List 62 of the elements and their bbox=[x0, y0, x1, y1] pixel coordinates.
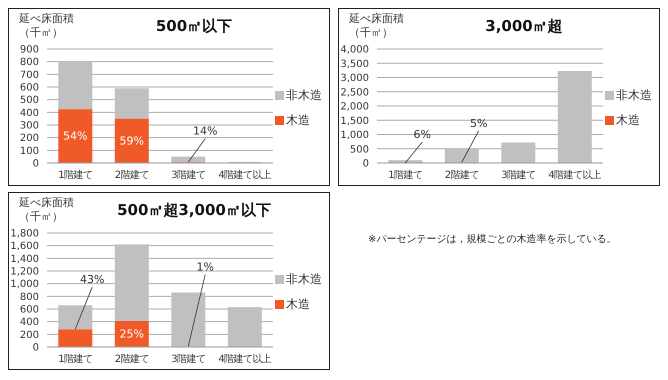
x-tick-label: 4階建て以上 bbox=[548, 169, 602, 182]
y-tick-label: 800 bbox=[20, 57, 39, 68]
legend-label: 非木造 bbox=[285, 87, 322, 104]
x-tick-label: 2階建て bbox=[444, 169, 479, 182]
legend-label: 木造 bbox=[615, 112, 641, 129]
x-tick-label: 3階建て bbox=[171, 353, 206, 366]
x-tick-label: 4階建て以上 bbox=[218, 353, 272, 366]
y-tick-label: 2,500 bbox=[340, 87, 369, 98]
annotation: 54% bbox=[63, 130, 88, 143]
annotation: 6% bbox=[413, 128, 431, 142]
legend-label: 非木造 bbox=[285, 271, 322, 288]
x-tick-label: 3階建て bbox=[501, 169, 536, 182]
annotation: 14% bbox=[192, 124, 218, 138]
y-tick-label: 1,000 bbox=[340, 130, 369, 142]
legend-label: 非木造 bbox=[615, 87, 652, 104]
x-tick-label: 4階建て以上 bbox=[218, 169, 272, 182]
y-tick-label: 600 bbox=[20, 82, 39, 94]
y-tick-label: 300 bbox=[20, 120, 39, 132]
y-axis-title: 延べ床面積（千㎡） bbox=[19, 12, 75, 40]
x-tick-label: 1階建て bbox=[58, 353, 92, 366]
y-tick-label: 900 bbox=[20, 44, 39, 56]
y-tick-label: 500 bbox=[20, 95, 39, 106]
y-tick-label: 2,000 bbox=[340, 102, 369, 113]
y-tick-label: 1,000 bbox=[10, 279, 39, 290]
chart-title: 500㎡超3,000㎡以下 bbox=[116, 201, 272, 220]
y-tick-label: 0 bbox=[32, 342, 39, 354]
y-tick-label: 0 bbox=[32, 158, 39, 170]
y-tick-label: 1,800 bbox=[10, 228, 39, 240]
y-tick-label: 0 bbox=[362, 158, 369, 170]
y-tick-label: 3,000 bbox=[340, 73, 369, 84]
y-tick-label: 700 bbox=[20, 70, 39, 81]
x-tick-label: 1階建て bbox=[388, 169, 422, 182]
x-tick-label: 3階建て bbox=[171, 169, 206, 182]
chart-title: 3,000㎡超 bbox=[484, 17, 564, 36]
legend-label: 木造 bbox=[285, 296, 311, 313]
annotation: 25% bbox=[120, 328, 144, 341]
annotation: 5% bbox=[470, 116, 488, 130]
x-tick-label: 2階建て bbox=[114, 169, 149, 182]
y-tick-label: 400 bbox=[20, 317, 39, 328]
y-tick-label: 800 bbox=[20, 292, 39, 303]
y-tick-label: 1,600 bbox=[10, 241, 39, 252]
x-tick-label: 1階建て bbox=[58, 169, 92, 182]
y-tick-label: 3,500 bbox=[340, 58, 369, 70]
annotation: 43% bbox=[80, 273, 104, 286]
y-tick-label: 1,200 bbox=[10, 266, 39, 278]
annotation: 59% bbox=[120, 134, 144, 148]
legend-label: 木造 bbox=[285, 112, 311, 129]
y-axis-title: 延べ床面積（千㎡） bbox=[349, 12, 405, 40]
y-tick-label: 1,400 bbox=[10, 254, 39, 265]
y-tick-label: 200 bbox=[20, 133, 39, 144]
x-tick-label: 2階建て bbox=[114, 353, 149, 366]
y-axis-title: 延べ床面積（千㎡） bbox=[19, 196, 75, 224]
y-tick-label: 200 bbox=[20, 330, 39, 341]
y-tick-label: 4,000 bbox=[340, 44, 369, 56]
y-tick-label: 100 bbox=[20, 146, 39, 157]
annotation: 1% bbox=[196, 260, 214, 274]
y-tick-label: 1,500 bbox=[340, 116, 369, 127]
chart-title: 500㎡以下 bbox=[154, 17, 234, 36]
text: ※パーセンテージは，規模ごとの木造率を示している。 bbox=[368, 232, 618, 246]
y-tick-label: 500 bbox=[350, 144, 369, 156]
y-tick-label: 600 bbox=[20, 304, 39, 316]
y-tick-label: 400 bbox=[20, 108, 39, 119]
